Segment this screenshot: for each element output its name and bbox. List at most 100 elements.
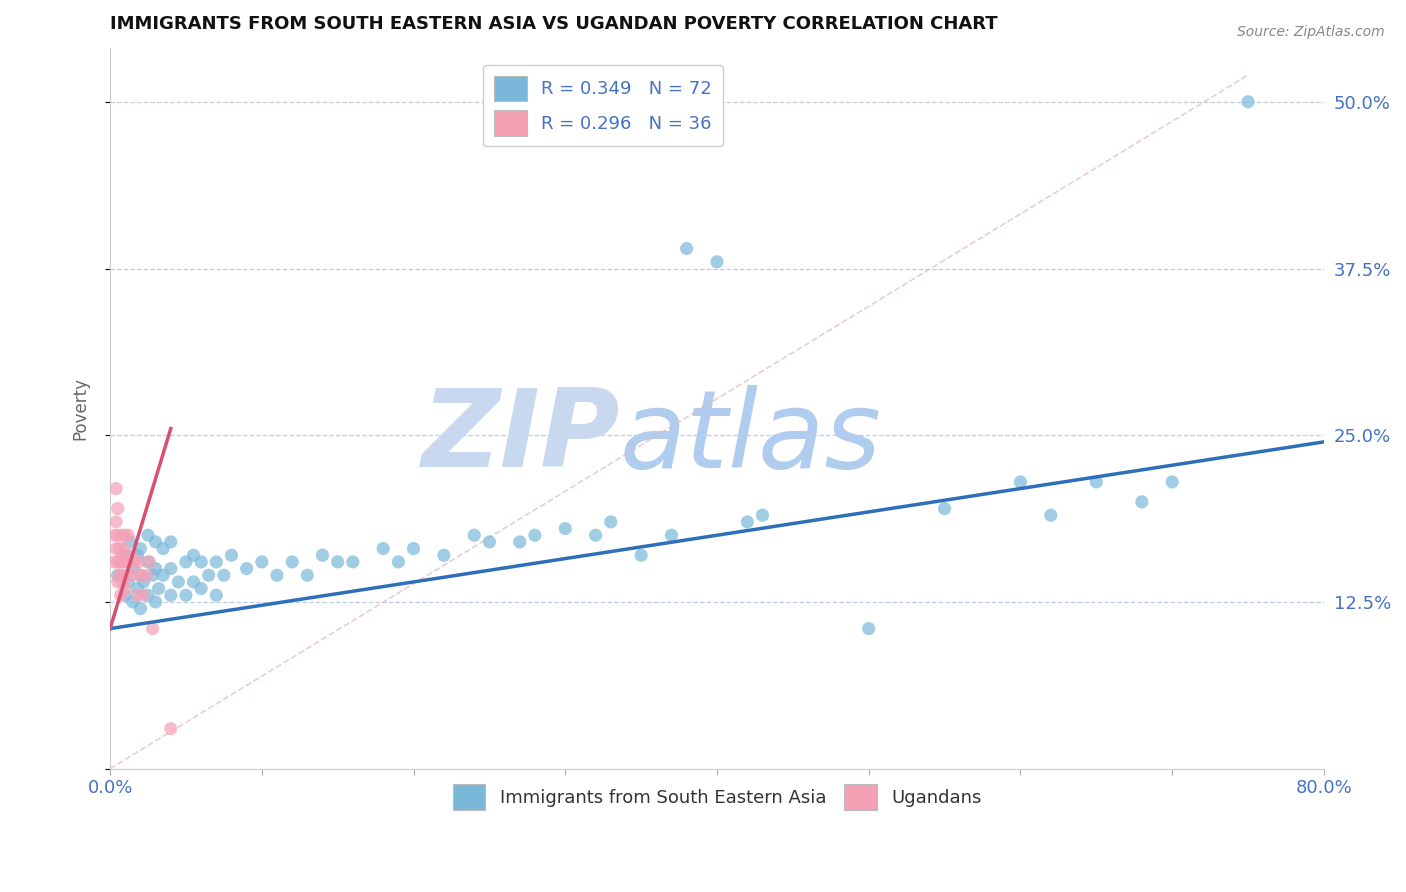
- Point: [174, 555, 197, 569]
- Point: [509, 535, 531, 549]
- Point: [107, 501, 129, 516]
- Text: ZIP: ZIP: [422, 384, 620, 491]
- Point: [433, 548, 456, 562]
- Point: [342, 555, 364, 569]
- Point: [108, 568, 131, 582]
- Point: [127, 548, 149, 562]
- Point: [121, 561, 143, 575]
- Point: [858, 622, 880, 636]
- Point: [212, 568, 235, 582]
- Point: [136, 588, 159, 602]
- Point: [281, 555, 304, 569]
- Point: [190, 582, 212, 596]
- Text: Source: ZipAtlas.com: Source: ZipAtlas.com: [1237, 25, 1385, 39]
- Point: [197, 568, 219, 582]
- Point: [110, 555, 132, 569]
- Point: [266, 568, 288, 582]
- Point: [159, 535, 181, 549]
- Point: [167, 574, 190, 589]
- Point: [120, 548, 142, 562]
- Point: [117, 528, 139, 542]
- Point: [111, 555, 134, 569]
- Point: [114, 548, 136, 562]
- Point: [112, 568, 135, 582]
- Text: IMMIGRANTS FROM SOUTH EASTERN ASIA VS UGANDAN POVERTY CORRELATION CHART: IMMIGRANTS FROM SOUTH EASTERN ASIA VS UG…: [110, 15, 998, 33]
- Point: [174, 588, 197, 602]
- Point: [1039, 508, 1062, 523]
- Point: [585, 528, 607, 542]
- Point: [326, 555, 349, 569]
- Point: [1085, 475, 1108, 489]
- Point: [751, 508, 773, 523]
- Point: [599, 515, 621, 529]
- Point: [478, 535, 501, 549]
- Point: [118, 555, 141, 569]
- Point: [128, 555, 150, 569]
- Point: [1130, 495, 1153, 509]
- Point: [118, 535, 141, 549]
- Point: [107, 568, 129, 582]
- Point: [104, 528, 127, 542]
- Point: [142, 622, 165, 636]
- Point: [114, 555, 136, 569]
- Point: [121, 595, 143, 609]
- Point: [105, 541, 128, 556]
- Point: [152, 541, 174, 556]
- Point: [127, 588, 149, 602]
- Point: [934, 501, 956, 516]
- Point: [111, 574, 134, 589]
- Point: [373, 541, 395, 556]
- Point: [183, 574, 205, 589]
- Point: [205, 555, 228, 569]
- Point: [114, 588, 136, 602]
- Point: [114, 582, 136, 596]
- Point: [311, 548, 333, 562]
- Point: [159, 588, 181, 602]
- Point: [136, 555, 159, 569]
- Point: [129, 568, 152, 582]
- Point: [1010, 475, 1032, 489]
- Point: [111, 528, 134, 542]
- Point: [138, 555, 160, 569]
- Point: [111, 548, 134, 562]
- Point: [107, 555, 129, 569]
- Point: [706, 255, 728, 269]
- Point: [630, 548, 652, 562]
- Point: [107, 528, 129, 542]
- Point: [152, 568, 174, 582]
- Legend: Immigrants from South Eastern Asia, Ugandans: Immigrants from South Eastern Asia, Ugan…: [446, 777, 988, 817]
- Point: [108, 541, 131, 556]
- Point: [142, 568, 165, 582]
- Point: [221, 548, 243, 562]
- Point: [463, 528, 485, 542]
- Point: [112, 541, 135, 556]
- Point: [1161, 475, 1184, 489]
- Point: [205, 588, 228, 602]
- Point: [105, 515, 128, 529]
- Point: [117, 555, 139, 569]
- Point: [136, 528, 159, 542]
- Point: [297, 568, 319, 582]
- Point: [387, 555, 409, 569]
- Point: [159, 722, 181, 736]
- Point: [132, 574, 155, 589]
- Point: [190, 555, 212, 569]
- Point: [148, 582, 170, 596]
- Point: [661, 528, 683, 542]
- Point: [145, 595, 167, 609]
- Point: [114, 528, 136, 542]
- Point: [129, 568, 152, 582]
- Point: [737, 515, 759, 529]
- Point: [107, 574, 129, 589]
- Point: [1237, 95, 1260, 109]
- Text: atlas: atlas: [620, 384, 882, 490]
- Point: [145, 535, 167, 549]
- Point: [104, 555, 127, 569]
- Point: [127, 582, 149, 596]
- Point: [105, 482, 128, 496]
- Point: [523, 528, 546, 542]
- Point: [402, 541, 425, 556]
- Point: [110, 588, 132, 602]
- Point: [132, 588, 155, 602]
- Point: [554, 522, 576, 536]
